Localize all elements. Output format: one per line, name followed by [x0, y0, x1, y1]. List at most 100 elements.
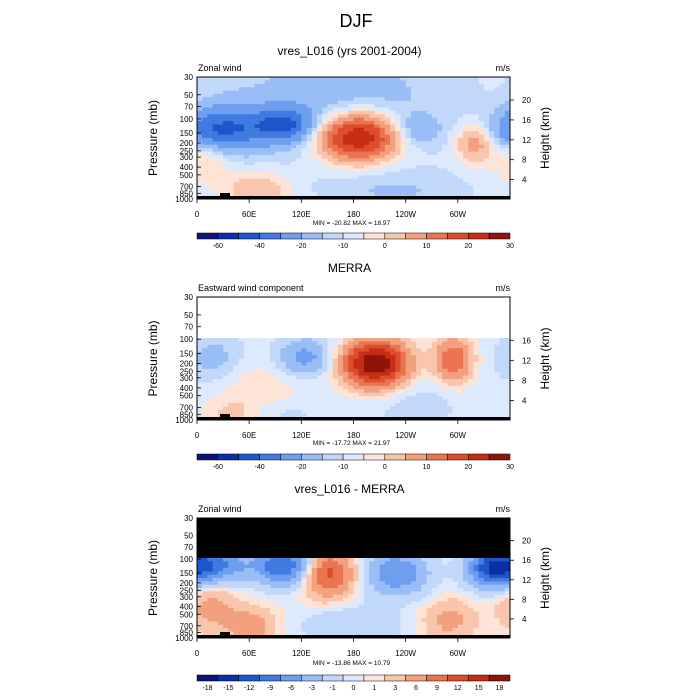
- field-cell: [483, 144, 490, 149]
- field-cell: [405, 141, 412, 146]
- field-cell: [223, 83, 229, 88]
- field-cell: [285, 131, 292, 136]
- field-cell: [499, 185, 506, 190]
- field-cell: [494, 379, 500, 383]
- field-cell: [233, 399, 240, 404]
- field-cell: [337, 331, 344, 335]
- field-cell: [494, 355, 500, 359]
- field-cell: [442, 399, 448, 404]
- field-cell: [285, 121, 292, 125]
- field-cell: [207, 148, 214, 152]
- field-cell: [264, 165, 271, 169]
- field-cell: [405, 341, 412, 346]
- field-cell: [327, 154, 334, 159]
- field-cell: [296, 303, 302, 308]
- field-cell: [395, 83, 401, 88]
- field-cell: [463, 399, 469, 404]
- field-cell: [217, 348, 224, 353]
- field-cell: [421, 521, 427, 526]
- field-cell: [400, 385, 407, 390]
- field-cell: [400, 368, 407, 373]
- field-cell: [452, 385, 459, 390]
- field-cell: [358, 334, 365, 339]
- field-cell: [421, 297, 427, 301]
- field-cell: [390, 524, 396, 529]
- field-cell: [243, 334, 250, 339]
- field-cell: [369, 399, 375, 404]
- field-cell: [400, 365, 407, 370]
- field-cell: [301, 97, 307, 102]
- field-cell: [264, 402, 271, 407]
- field-cell: [259, 348, 266, 353]
- field-cell: [395, 358, 401, 363]
- field-cell: [275, 138, 281, 142]
- field-cell: [275, 134, 281, 139]
- field-cell: [301, 544, 307, 549]
- field-cell: [421, 87, 427, 91]
- field-cell: [369, 121, 375, 125]
- field-cell: [426, 344, 433, 349]
- field-cell: [369, 385, 375, 390]
- field-cell: [348, 138, 354, 142]
- field-cell: [358, 372, 365, 376]
- field-cell: [202, 144, 208, 149]
- field-cell: [207, 375, 214, 380]
- field-cell: [197, 185, 203, 190]
- field-cell: [353, 365, 360, 370]
- field-cell: [421, 382, 427, 387]
- field-cell: [363, 365, 370, 370]
- field-cell: [306, 324, 313, 329]
- field-cell: [421, 320, 427, 325]
- field-cell: [416, 375, 422, 380]
- field-cell: [316, 307, 323, 312]
- field-cell: [290, 77, 297, 81]
- field-cell: [327, 399, 334, 404]
- field-cell: [379, 83, 386, 88]
- field-cell: [405, 148, 412, 152]
- field-cell: [228, 154, 234, 159]
- field-cell: [463, 338, 469, 342]
- field-cell: [426, 382, 433, 387]
- field-cell: [285, 344, 292, 349]
- field-cell: [332, 87, 339, 91]
- field-cell: [478, 348, 485, 353]
- field-cell: [348, 413, 354, 417]
- field-cell: [223, 348, 229, 353]
- field-cell: [301, 100, 307, 105]
- field-cell: [436, 165, 443, 169]
- field-cell: [489, 413, 495, 417]
- field-cell: [223, 331, 229, 335]
- field-cell: [426, 131, 433, 136]
- field-cell: [202, 406, 208, 411]
- field-cell: [463, 134, 469, 139]
- field-cell: [233, 165, 240, 169]
- field-cell: [452, 389, 459, 394]
- field-cell: [327, 131, 334, 136]
- field-cell: [228, 182, 234, 186]
- field-cell: [197, 348, 203, 353]
- field-cell: [275, 334, 281, 339]
- field-cell: [296, 399, 302, 404]
- field-cell: [405, 114, 412, 119]
- field-cell: [327, 171, 334, 176]
- field-cell: [243, 80, 250, 85]
- field-cell: [254, 124, 260, 129]
- field-cell: [379, 131, 386, 136]
- field-cell: [431, 104, 438, 108]
- field-cell: [452, 396, 459, 400]
- field-cell: [457, 338, 464, 342]
- field-cell: [343, 372, 349, 376]
- field-cell: [353, 134, 360, 139]
- field-cell: [358, 297, 365, 301]
- field-cell: [358, 171, 365, 176]
- field-cell: [463, 121, 469, 125]
- field-cell: [249, 358, 255, 363]
- field-cell: [395, 334, 401, 339]
- field-cell: [483, 338, 490, 342]
- field-cell: [238, 114, 245, 119]
- field-cell: [489, 317, 495, 322]
- field-cell: [311, 348, 318, 353]
- field-cell: [473, 521, 480, 526]
- field-cell: [316, 127, 323, 132]
- field-cell: [431, 317, 438, 322]
